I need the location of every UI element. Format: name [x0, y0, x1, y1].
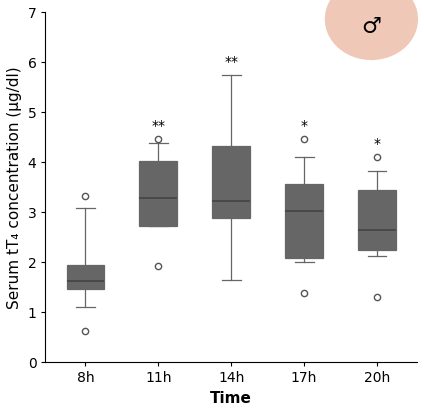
Text: **: **: [151, 119, 165, 133]
PathPatch shape: [285, 184, 323, 259]
X-axis label: Time: Time: [210, 391, 252, 406]
Text: *: *: [301, 119, 307, 133]
Circle shape: [325, 0, 418, 60]
PathPatch shape: [212, 146, 250, 218]
Text: **: **: [224, 55, 238, 69]
PathPatch shape: [67, 265, 104, 289]
Text: *: *: [374, 138, 380, 152]
Y-axis label: Serum tT₄ concentration (μg/dl): Serum tT₄ concentration (μg/dl): [7, 66, 22, 309]
Text: ♂: ♂: [361, 17, 382, 37]
PathPatch shape: [139, 161, 177, 226]
PathPatch shape: [358, 190, 396, 250]
